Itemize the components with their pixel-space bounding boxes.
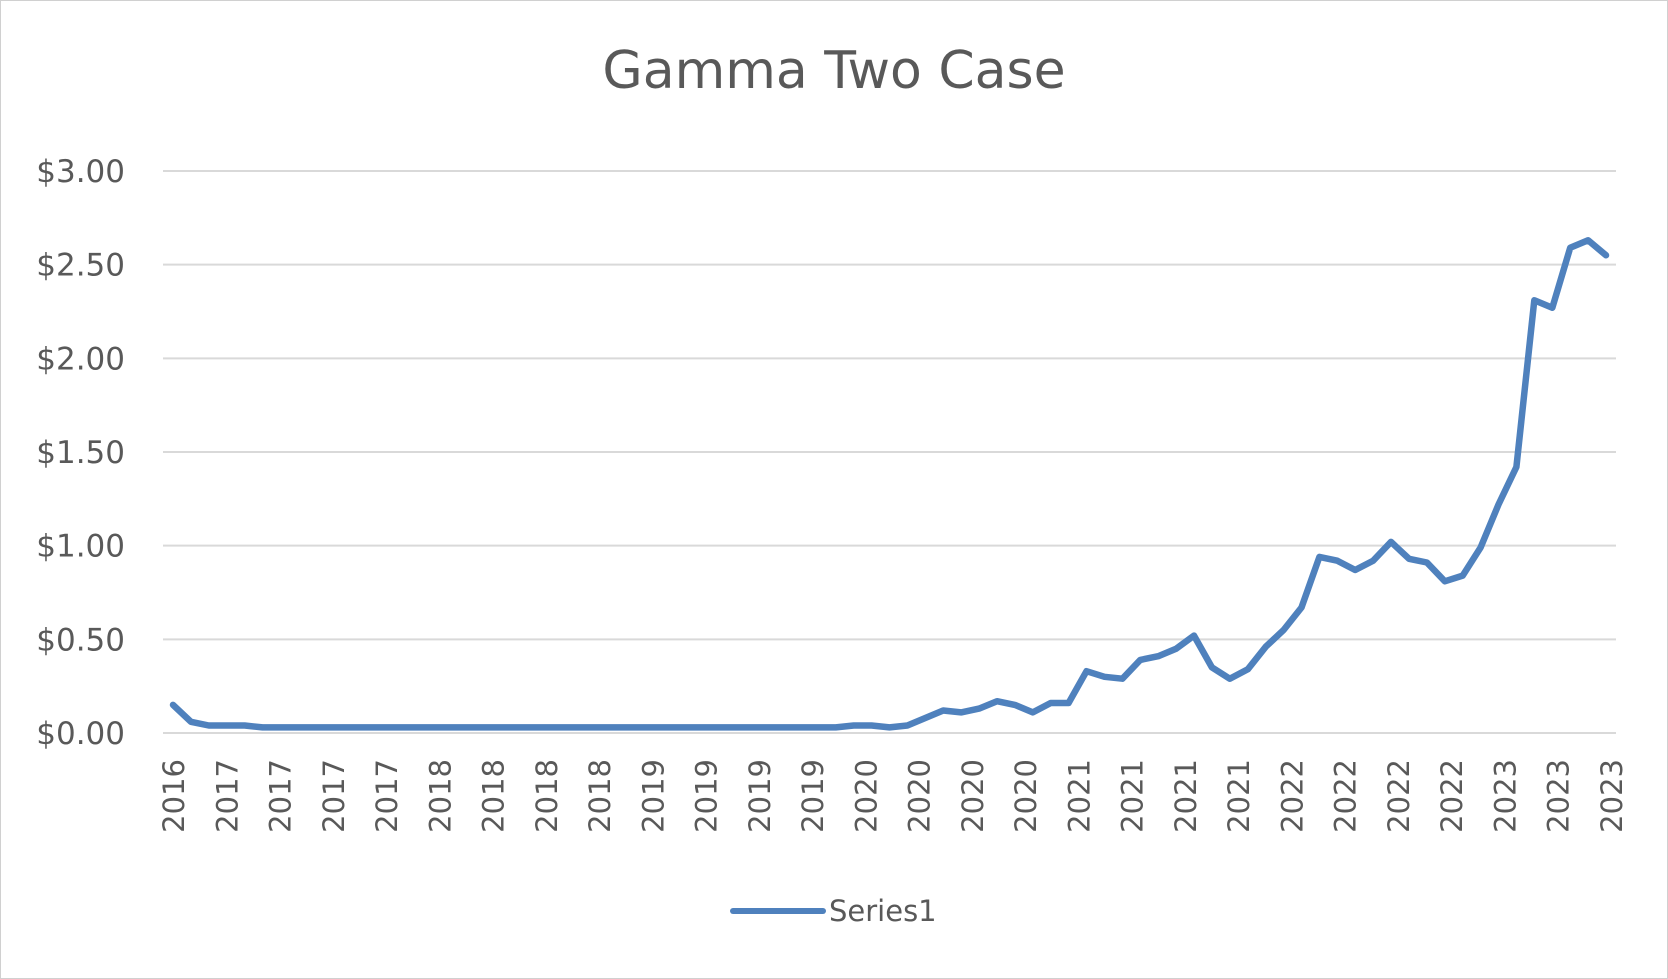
x-tick-label: 2021	[1062, 759, 1096, 833]
x-tick-label: 2022	[1435, 759, 1469, 833]
x-tick-label: 2022	[1275, 759, 1309, 833]
x-tick-label: 2019	[743, 759, 777, 833]
x-tick-label: 2023	[1542, 759, 1576, 833]
y-tick-label: $0.50	[36, 622, 125, 658]
x-tick-label: 2022	[1329, 759, 1363, 833]
y-axis-ticks: $0.00 $0.50 $1.00 $1.50 $2.00 $2.50 $3.00	[36, 154, 125, 752]
x-tick-label: 2022	[1382, 759, 1416, 833]
x-tick-label: 2021	[1222, 759, 1256, 833]
x-tick-label: 2017	[264, 759, 298, 833]
x-tick-label: 2021	[1116, 759, 1150, 833]
y-tick-label: $1.50	[36, 435, 125, 471]
x-tick-label: 2023	[1488, 759, 1522, 833]
x-tick-label: 2016	[157, 759, 191, 833]
x-tick-label: 2017	[317, 759, 351, 833]
x-tick-label: 2018	[583, 759, 617, 833]
chart-title: Gamma Two Case	[602, 41, 1066, 101]
x-tick-label: 2018	[423, 759, 457, 833]
x-tick-label: 2019	[690, 759, 724, 833]
y-tick-label: $3.00	[36, 154, 125, 190]
legend-label-series1: Series1	[829, 894, 937, 928]
x-tick-label: 2017	[210, 759, 244, 833]
x-tick-label: 2020	[849, 759, 883, 833]
x-tick-label: 2020	[1009, 759, 1043, 833]
x-tick-label: 2018	[477, 759, 511, 833]
x-axis-ticks: 2016 2017 2017 2017 2017 2018 2018 2018 2018 2019…	[157, 759, 1629, 833]
x-tick-label: 2019	[796, 759, 830, 833]
y-tick-label: $2.00	[36, 341, 125, 377]
y-tick-label: $0.00	[36, 716, 125, 752]
y-tick-label: $2.50	[36, 248, 125, 284]
legend: Series1	[730, 894, 937, 928]
gridlines	[163, 170, 1616, 734]
x-tick-label: 2023	[1595, 759, 1629, 833]
x-tick-label: 2021	[1169, 759, 1203, 833]
series-line-1	[169, 237, 1610, 731]
series-lines	[169, 237, 1610, 731]
x-tick-label: 2018	[530, 759, 564, 833]
y-tick-label: $1.00	[36, 529, 125, 565]
x-tick-label: 2017	[370, 759, 404, 833]
x-tick-label: 2020	[956, 759, 990, 833]
x-tick-label: 2019	[636, 759, 670, 833]
x-tick-label: 2020	[903, 759, 937, 833]
